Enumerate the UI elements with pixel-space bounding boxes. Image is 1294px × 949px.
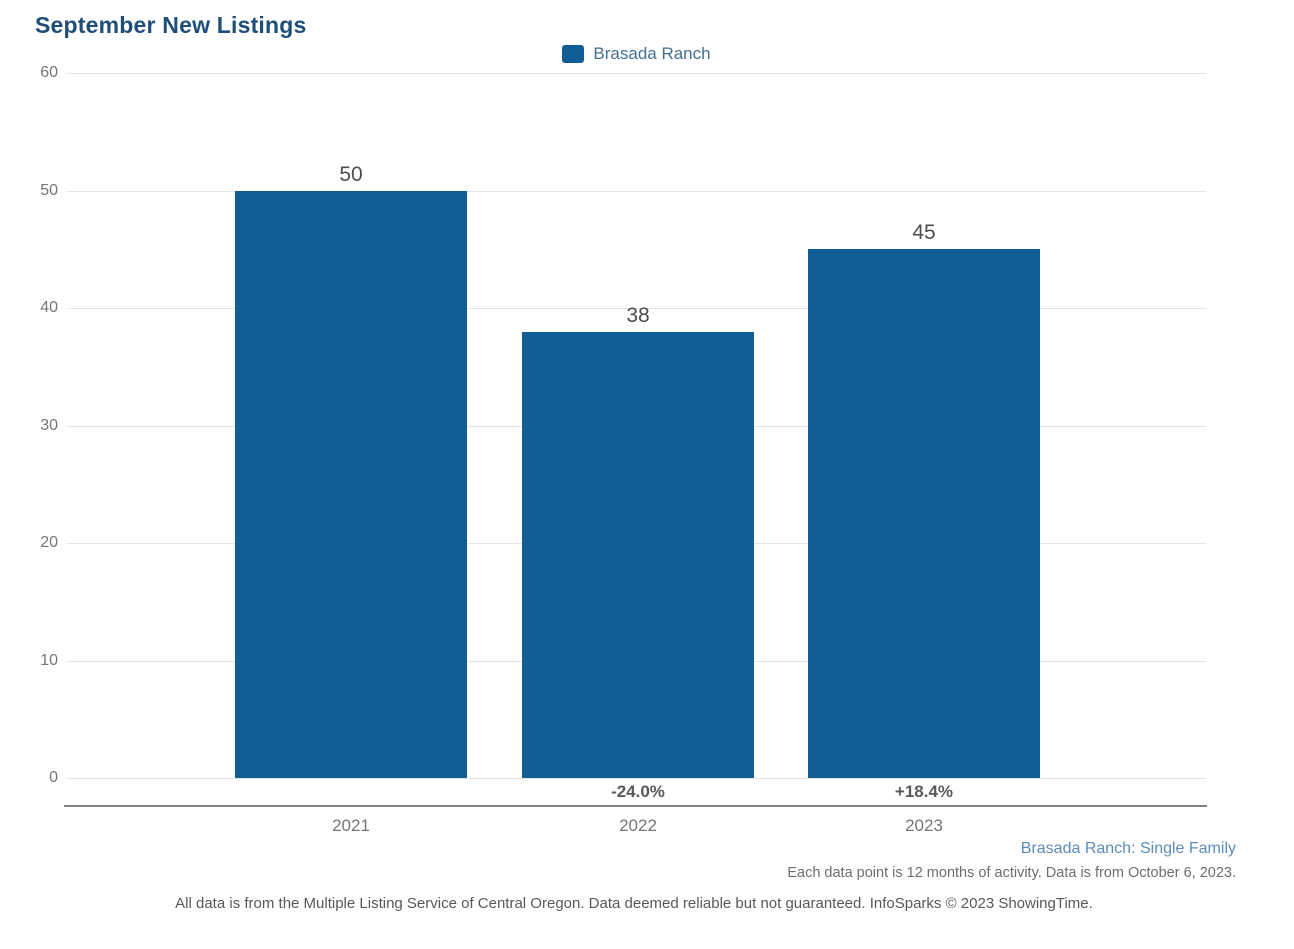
y-tick-label: 50: [40, 181, 58, 199]
legend: Brasada Ranch: [67, 44, 1206, 64]
legend-label: Brasada Ranch: [593, 44, 711, 63]
y-tick-label: 0: [49, 769, 58, 786]
x-tick-2023: 2023: [905, 816, 943, 835]
gridline: [67, 190, 1206, 192]
gridline: [67, 778, 1206, 779]
data-note: Each data point is 12 months of activity…: [787, 865, 1236, 881]
y-tick-label: 20: [40, 534, 58, 551]
chart-title: September New Listings: [35, 12, 307, 38]
bar-2023[interactable]: [808, 249, 1040, 778]
plot-area: 50 38 45: [67, 73, 1206, 779]
bar-value-label-2021: 50: [339, 162, 363, 186]
y-tick-label: 40: [40, 299, 58, 316]
x-tick-2022: 2022: [619, 816, 657, 835]
bar-slot-2021: 50: [235, 73, 467, 778]
bar-value-label-2023: 45: [912, 221, 936, 245]
bar-slot-2022: 38: [522, 73, 754, 778]
gridline: [67, 73, 1206, 74]
bar-2021[interactable]: [235, 190, 467, 778]
change-label-2022: -24.0%: [611, 782, 665, 801]
x-tick-2021: 2021: [332, 816, 370, 835]
y-tick-label: 60: [40, 64, 58, 81]
series-scope-label: Brasada Ranch: Single Family: [1020, 840, 1236, 857]
bar-value-label-2022: 38: [626, 303, 650, 327]
y-tick-label: 30: [40, 416, 58, 434]
bar-slot-2023: 45: [808, 73, 1040, 778]
x-axis-line: [64, 805, 1207, 807]
bar-2022[interactable]: [522, 331, 754, 778]
gridline: [67, 308, 1206, 309]
legend-swatch-icon: [562, 45, 585, 63]
disclaimer: All data is from the Multiple Listing Se…: [175, 895, 1093, 912]
legend-item-brasada-ranch[interactable]: Brasada Ranch: [562, 44, 711, 64]
y-tick-label: 10: [40, 651, 58, 669]
change-label-2023: +18.4%: [894, 782, 954, 801]
